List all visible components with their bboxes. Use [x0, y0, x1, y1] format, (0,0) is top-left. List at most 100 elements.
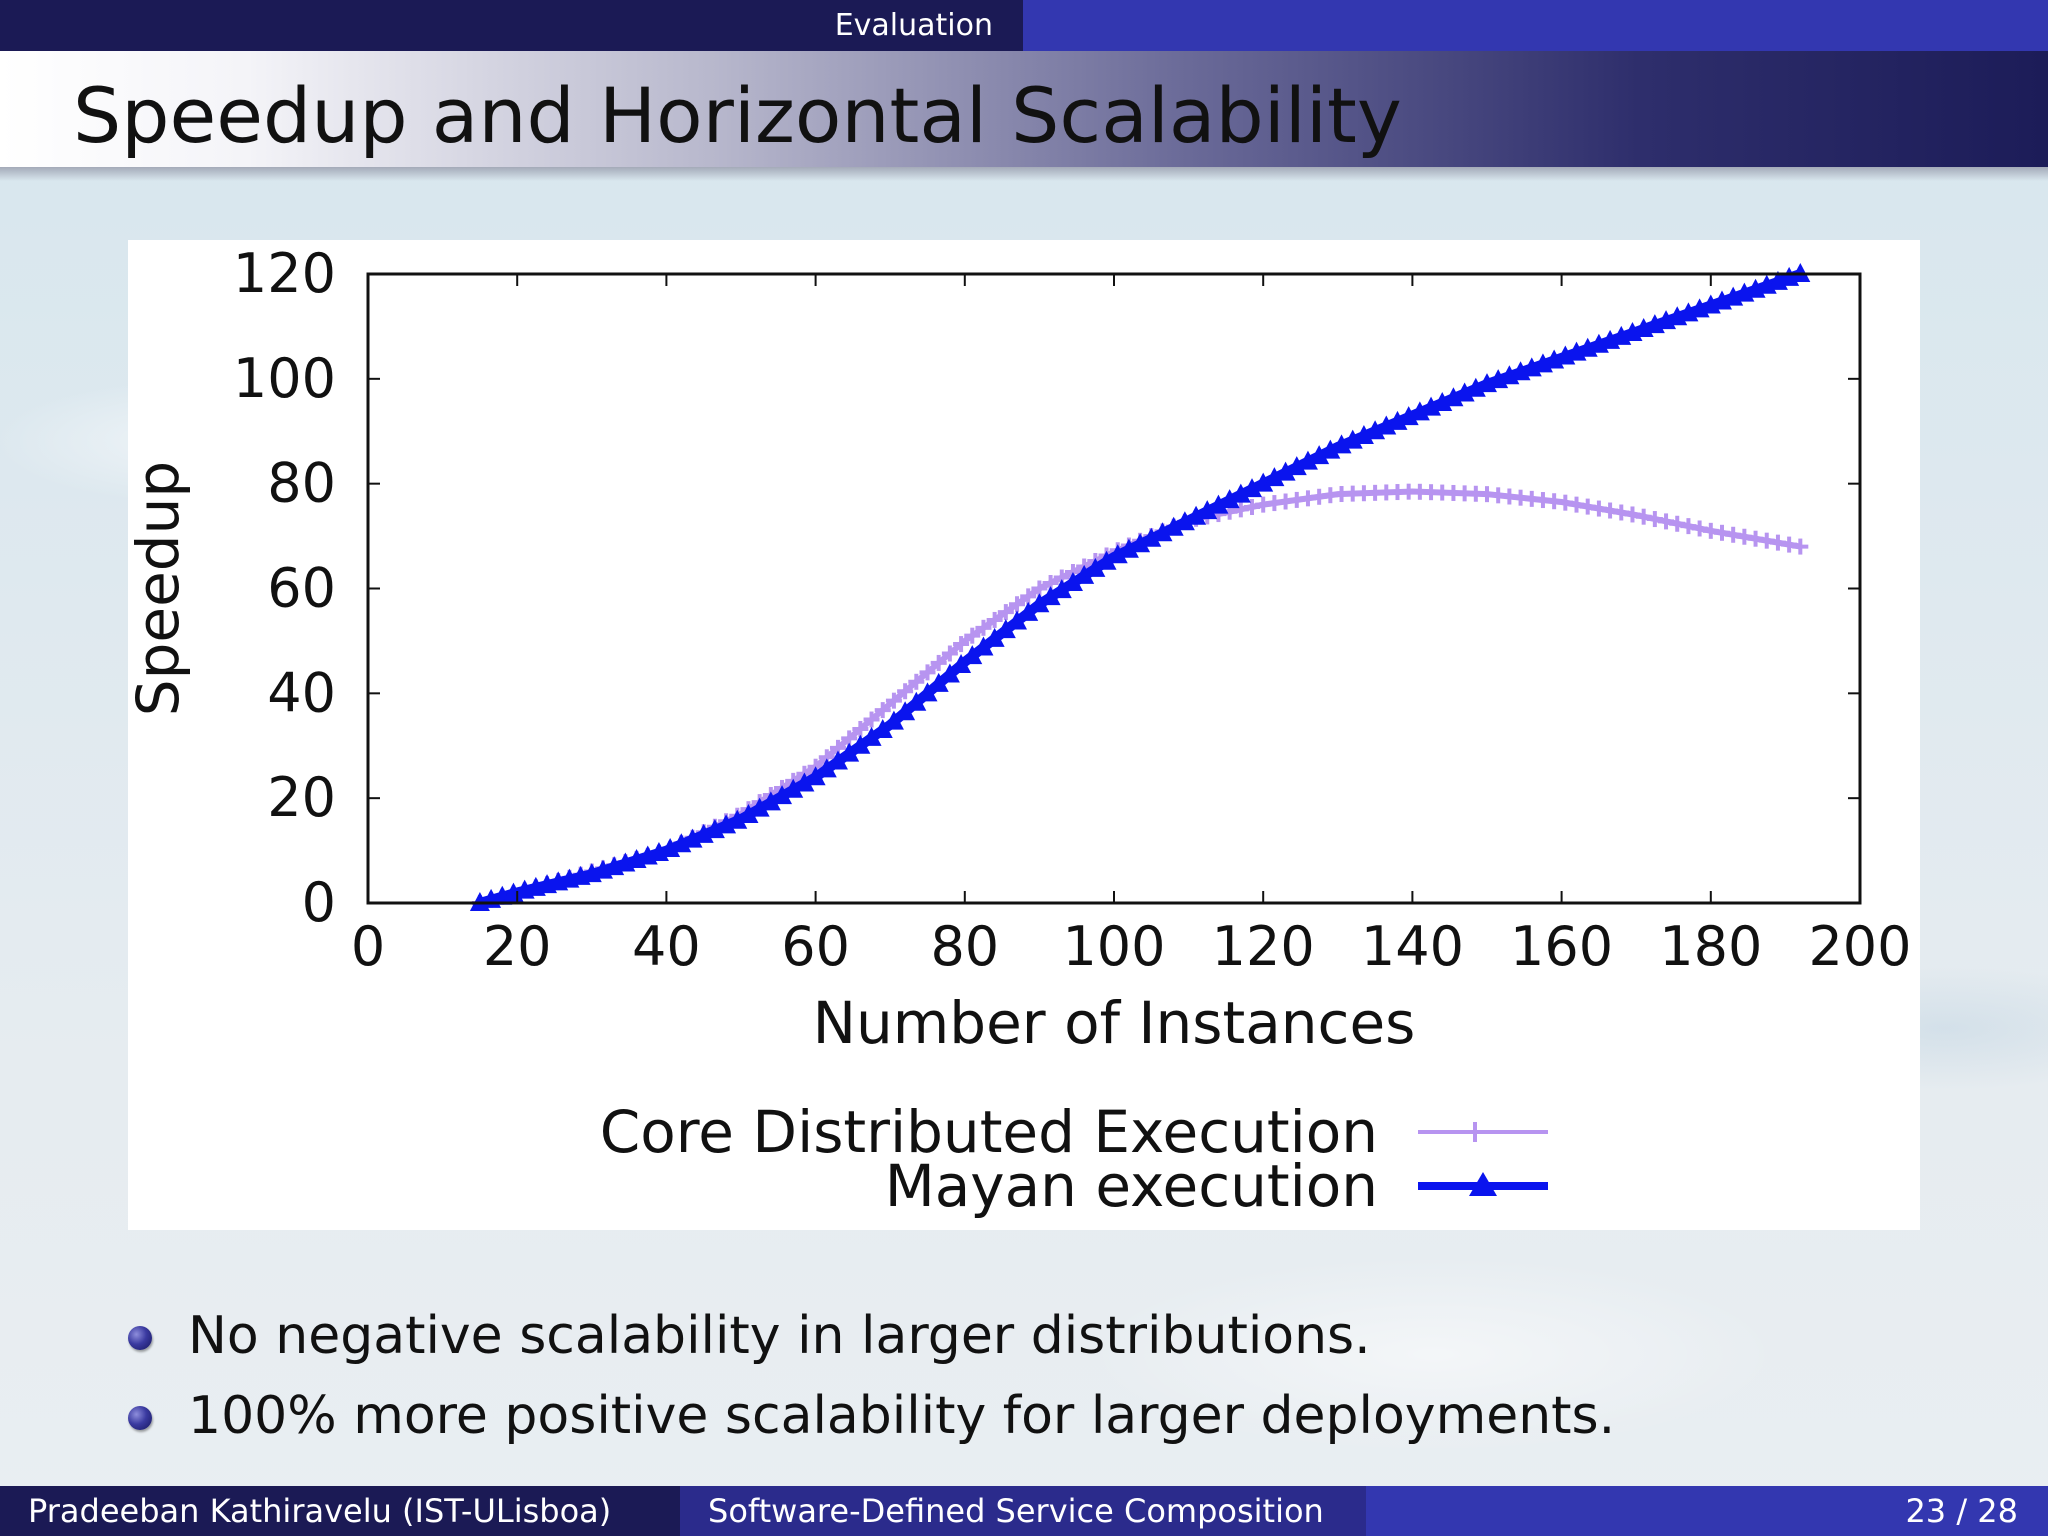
top-navigation-bar: Evaluation	[0, 0, 2048, 51]
x-tick-label: 40	[632, 915, 701, 978]
data-point	[727, 809, 748, 829]
data-point	[906, 691, 927, 711]
x-tick-label: 180	[1659, 915, 1762, 978]
data-point	[1009, 596, 1026, 613]
data-point	[1232, 501, 1249, 518]
data-point	[805, 766, 826, 786]
data-point	[1691, 520, 1708, 537]
speedup-chart: 0 20 40 60 80 100 120 140 160 180 200 0 20 40 60 80 100 1…	[128, 242, 1912, 1220]
data-point	[1275, 461, 1296, 481]
data-point	[1118, 538, 1139, 558]
data-point	[1040, 586, 1061, 606]
x-tick-label: 100	[1062, 915, 1165, 978]
data-point	[772, 785, 793, 805]
footer-talk-title: Software-Defined Service Composition	[680, 1486, 1366, 1536]
tick-layer: 0 20 40 60 80 100 120 140 160 180 200 0 20 40 60 80 100 1…	[233, 242, 1912, 978]
y-tick-label: 120	[233, 242, 336, 305]
data-point	[964, 627, 981, 644]
data-point	[738, 803, 759, 823]
data-point	[995, 619, 1016, 639]
section-label[interactable]: Evaluation	[834, 8, 993, 43]
data-point	[1309, 445, 1330, 465]
footer-author-text: Pradeeban Kathiravelu (IST-ULisboa)	[28, 1492, 612, 1530]
data-point	[783, 778, 804, 798]
x-tick-label: 20	[483, 915, 552, 978]
data-point	[1635, 508, 1652, 525]
data-point	[1208, 494, 1229, 514]
data-point	[1186, 505, 1207, 525]
data-point	[1264, 467, 1285, 487]
footer-author: Pradeeban Kathiravelu (IST-ULisboa)	[0, 1486, 680, 1536]
data-point	[1253, 472, 1274, 492]
footer-page-number: 23 / 28	[1366, 1486, 2048, 1536]
data-point	[1244, 498, 1261, 515]
plot-frame	[366, 272, 1862, 905]
y-tick-label: 40	[267, 661, 336, 724]
data-point	[885, 692, 902, 709]
y-tick-label: 20	[267, 766, 336, 829]
data-point	[816, 758, 837, 778]
data-point	[1163, 516, 1184, 536]
bullet-item: 100% more positive scalability for large…	[128, 1376, 1928, 1456]
y-tick-label: 0	[302, 871, 336, 934]
bullet-text: 100% more positive scalability for large…	[188, 1386, 1616, 1446]
top-bar-right	[1023, 0, 2048, 51]
data-point	[1007, 610, 1028, 630]
data-point	[997, 604, 1014, 621]
data-point	[895, 701, 916, 721]
data-point	[941, 645, 958, 662]
series-layer	[469, 263, 1811, 911]
bullet-item: No negative scalability in larger distri…	[128, 1296, 1928, 1376]
data-point	[852, 720, 869, 737]
data-point	[1219, 489, 1240, 509]
data-point	[1646, 511, 1663, 528]
x-tick-label: 0	[351, 915, 385, 978]
data-point	[951, 654, 972, 674]
data-point	[863, 711, 880, 728]
data-point	[1624, 506, 1641, 523]
data-point	[928, 672, 949, 692]
data-point	[908, 673, 925, 690]
data-point	[1020, 588, 1037, 605]
data-point	[872, 719, 893, 739]
data-point	[1029, 593, 1050, 613]
y-tick-label: 60	[267, 557, 336, 620]
data-point	[861, 726, 882, 746]
data-point	[975, 619, 992, 636]
data-point	[1096, 550, 1117, 570]
y-tick-label: 80	[267, 452, 336, 515]
x-tick-label: 120	[1212, 915, 1315, 978]
data-point	[1669, 515, 1686, 532]
data-point	[1141, 527, 1162, 547]
legend-label: Mayan execution	[885, 1152, 1378, 1220]
data-point	[1018, 601, 1039, 621]
footer-page-text: 23 / 28	[1905, 1492, 2018, 1530]
data-point	[1242, 478, 1263, 498]
x-tick-label: 60	[781, 915, 850, 978]
x-axis-label: Number of Instances	[813, 989, 1416, 1057]
data-point	[749, 797, 770, 817]
data-point	[1152, 522, 1173, 542]
data-point	[1062, 571, 1083, 591]
x-tick-label: 200	[1808, 915, 1911, 978]
y-tick-label: 100	[233, 347, 336, 410]
bullet-list: No negative scalability in larger distri…	[128, 1296, 1928, 1456]
data-point	[1074, 564, 1095, 584]
data-point	[1130, 533, 1151, 553]
data-point	[984, 627, 1005, 647]
x-tick-label: 160	[1510, 915, 1613, 978]
data-point	[1297, 450, 1318, 470]
data-point	[1085, 557, 1106, 577]
data-point	[919, 664, 936, 681]
data-point	[897, 683, 914, 700]
legend-label: Core Distributed Execution	[600, 1098, 1378, 1166]
legend-marker	[1469, 1172, 1497, 1196]
data-point	[760, 791, 781, 811]
slide-title: Speedup and Horizontal Scalability	[73, 71, 1402, 160]
footer-bar: Pradeeban Kathiravelu (IST-ULisboa) Soft…	[0, 1486, 2048, 1536]
data-point	[1197, 500, 1218, 520]
data-point	[1320, 439, 1341, 459]
data-point	[794, 772, 815, 792]
chart-panel: 0 20 40 60 80 100 120 140 160 180 200 0 20 40 60 80 100 1…	[128, 240, 1920, 1230]
